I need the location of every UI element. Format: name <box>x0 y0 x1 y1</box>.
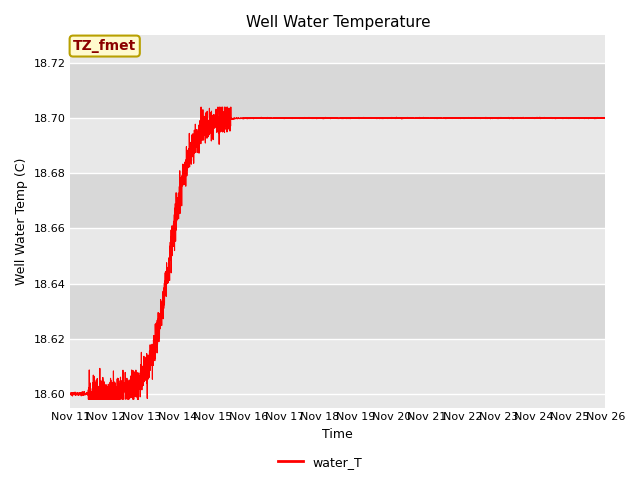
Bar <box>70 173 605 228</box>
Legend: water_T: water_T <box>273 451 367 474</box>
Text: TZ_fmet: TZ_fmet <box>73 39 136 53</box>
Bar <box>70 284 605 339</box>
Bar <box>70 63 605 118</box>
X-axis label: Time: Time <box>323 428 353 441</box>
Bar <box>70 228 605 284</box>
Y-axis label: Well Water Temp (C): Well Water Temp (C) <box>15 158 28 285</box>
Bar <box>70 36 605 63</box>
Bar <box>70 339 605 394</box>
Bar <box>70 118 605 173</box>
Bar <box>70 394 605 408</box>
Title: Well Water Temperature: Well Water Temperature <box>246 15 430 30</box>
